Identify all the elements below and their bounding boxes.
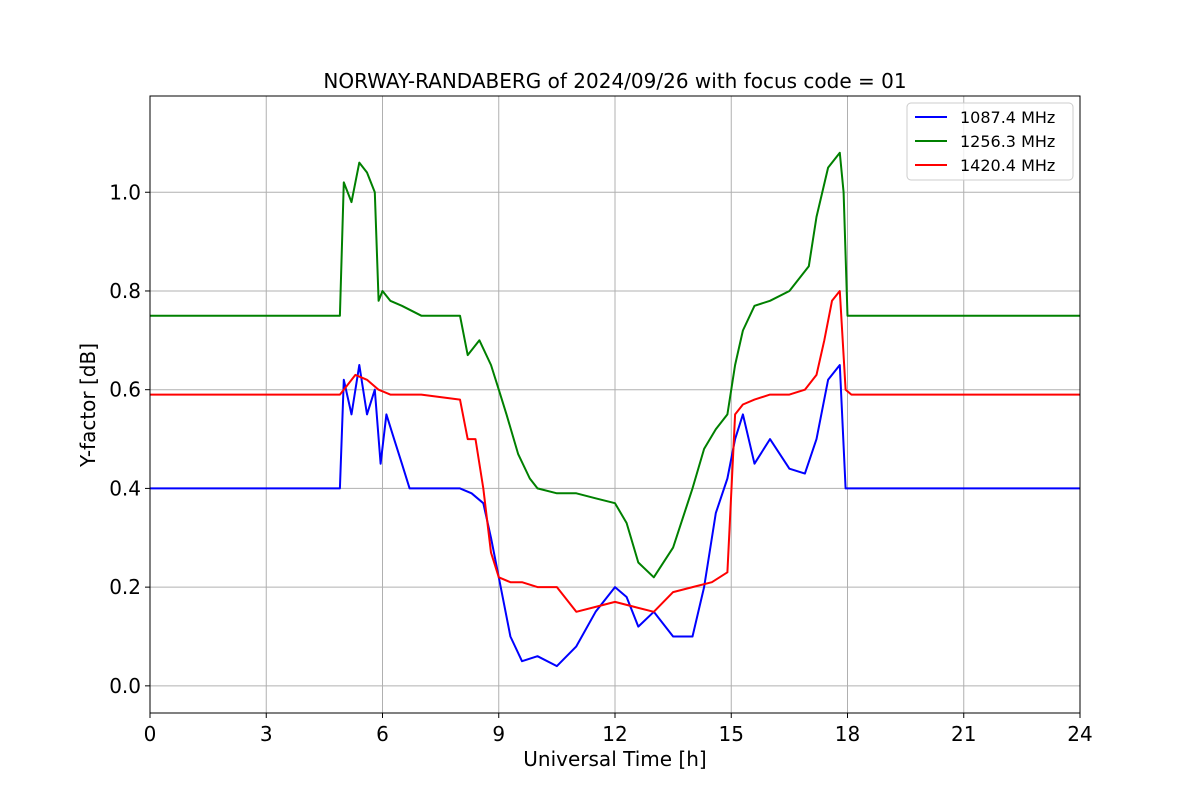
- x-axis-label: Universal Time [h]: [523, 747, 706, 771]
- x-axis-ticks: 0 3 6 9 12 15 18 21 24: [144, 713, 1093, 746]
- x-tick-label: 24: [1067, 722, 1092, 746]
- y-tick-label: 0.4: [109, 476, 141, 500]
- y-axis-ticks: 0.0 0.2 0.4 0.6 0.8 1.0: [109, 180, 150, 698]
- series-line-1420-4-mhz: [150, 290, 1080, 613]
- legend-label: 1420.4 MHz: [960, 156, 1055, 175]
- x-tick-label: 18: [835, 722, 860, 746]
- legend-items: 1087.4 MHz 1256.3 MHz 1420.4 MHz: [915, 108, 1055, 175]
- series-line-1087-4-mhz: [150, 364, 1080, 668]
- legend: 1087.4 MHz 1256.3 MHz 1420.4 MHz: [906, 102, 1074, 181]
- x-tick-label: 9: [492, 722, 505, 746]
- legend-label: 1087.4 MHz: [960, 108, 1055, 127]
- x-tick-label: 3: [260, 722, 273, 746]
- x-tick-label: 21: [951, 722, 976, 746]
- y-tick-label: 0.6: [109, 378, 141, 402]
- x-tick-label: 6: [376, 722, 389, 746]
- legend-box: [906, 102, 1074, 181]
- y-tick-label: 0.8: [109, 279, 141, 303]
- x-tick-label: 12: [602, 722, 627, 746]
- chart-title: NORWAY-RANDABERG of 2024/09/26 with focu…: [323, 69, 906, 93]
- series-lines: [150, 151, 1080, 668]
- x-tick-label: 15: [719, 722, 744, 746]
- x-tick-label: 0: [144, 722, 157, 746]
- y-tick-label: 1.0: [109, 180, 141, 204]
- y-tick-label: 0.0: [109, 674, 141, 698]
- legend-label: 1256.3 MHz: [960, 132, 1055, 151]
- series-line-1256-3-mhz: [150, 151, 1080, 579]
- y-tick-label: 0.2: [109, 575, 141, 599]
- y-axis-label: Y-factor [dB]: [76, 343, 100, 468]
